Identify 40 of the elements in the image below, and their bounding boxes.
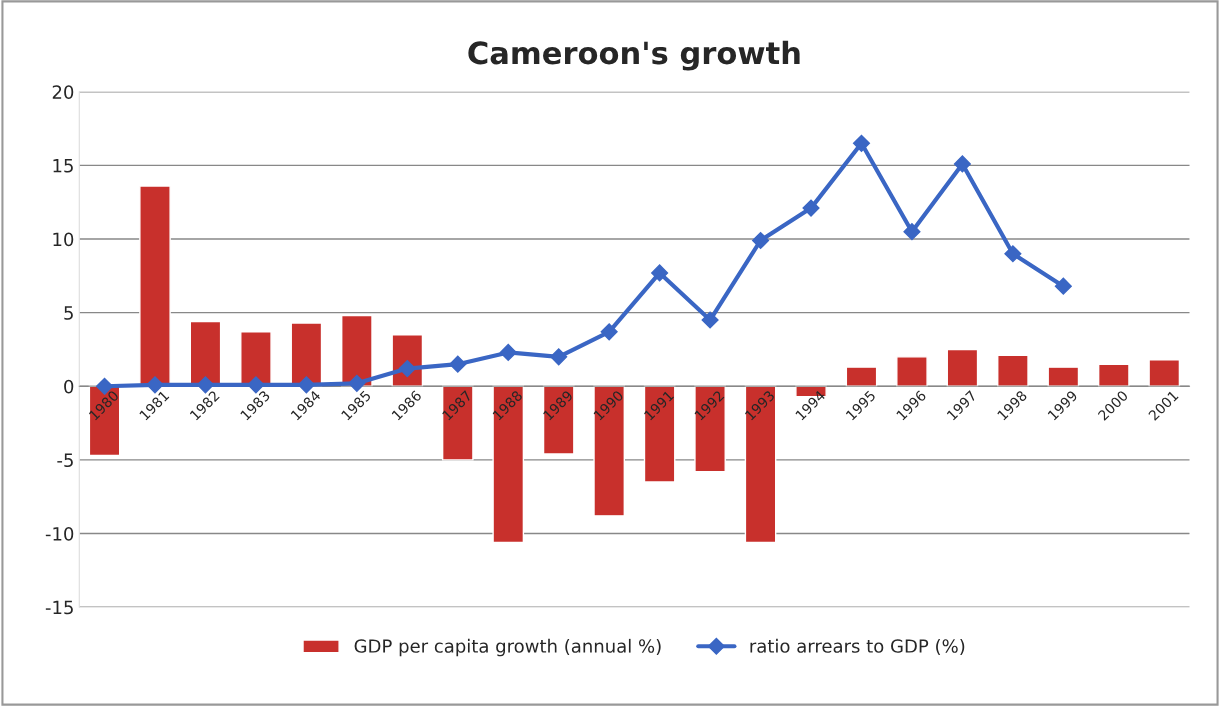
point [903,223,921,241]
bar [896,356,928,387]
bar [643,385,676,483]
legend-label: GDP per capita growth (annual %) [354,638,661,657]
y-tick-label: 5 [64,306,73,320]
point [499,343,517,361]
y-tick-label: 20 [52,85,74,99]
chart-title: Cameroon's growth [468,40,800,71]
bar [593,385,626,517]
point [701,311,719,329]
point [550,348,568,366]
legend-label: ratio arrears to GDP (%) [750,638,965,655]
y-tick-label: -5 [57,453,73,468]
bar [694,385,726,473]
y-tick-label: 15 [53,159,73,173]
bar [1148,359,1181,387]
bar [441,385,474,461]
bar [1097,363,1130,387]
point [802,199,820,217]
bar [997,354,1029,387]
bar [341,314,373,387]
point [953,155,971,173]
bar [744,385,777,544]
bar [946,348,979,387]
y-tick-label: 10 [53,232,74,247]
point [1054,277,1072,295]
point [348,374,366,392]
bar [1047,366,1080,387]
point [449,355,467,373]
y-tick-label: -10 [45,526,74,541]
point [1004,245,1022,263]
point [651,264,669,282]
point [852,134,871,152]
point [752,231,770,250]
bar [845,366,878,387]
y-tick-label: -15 [45,600,73,615]
point [600,323,618,341]
bar [492,385,525,544]
y-tick-label: 0 [64,379,74,394]
bar [542,385,575,455]
